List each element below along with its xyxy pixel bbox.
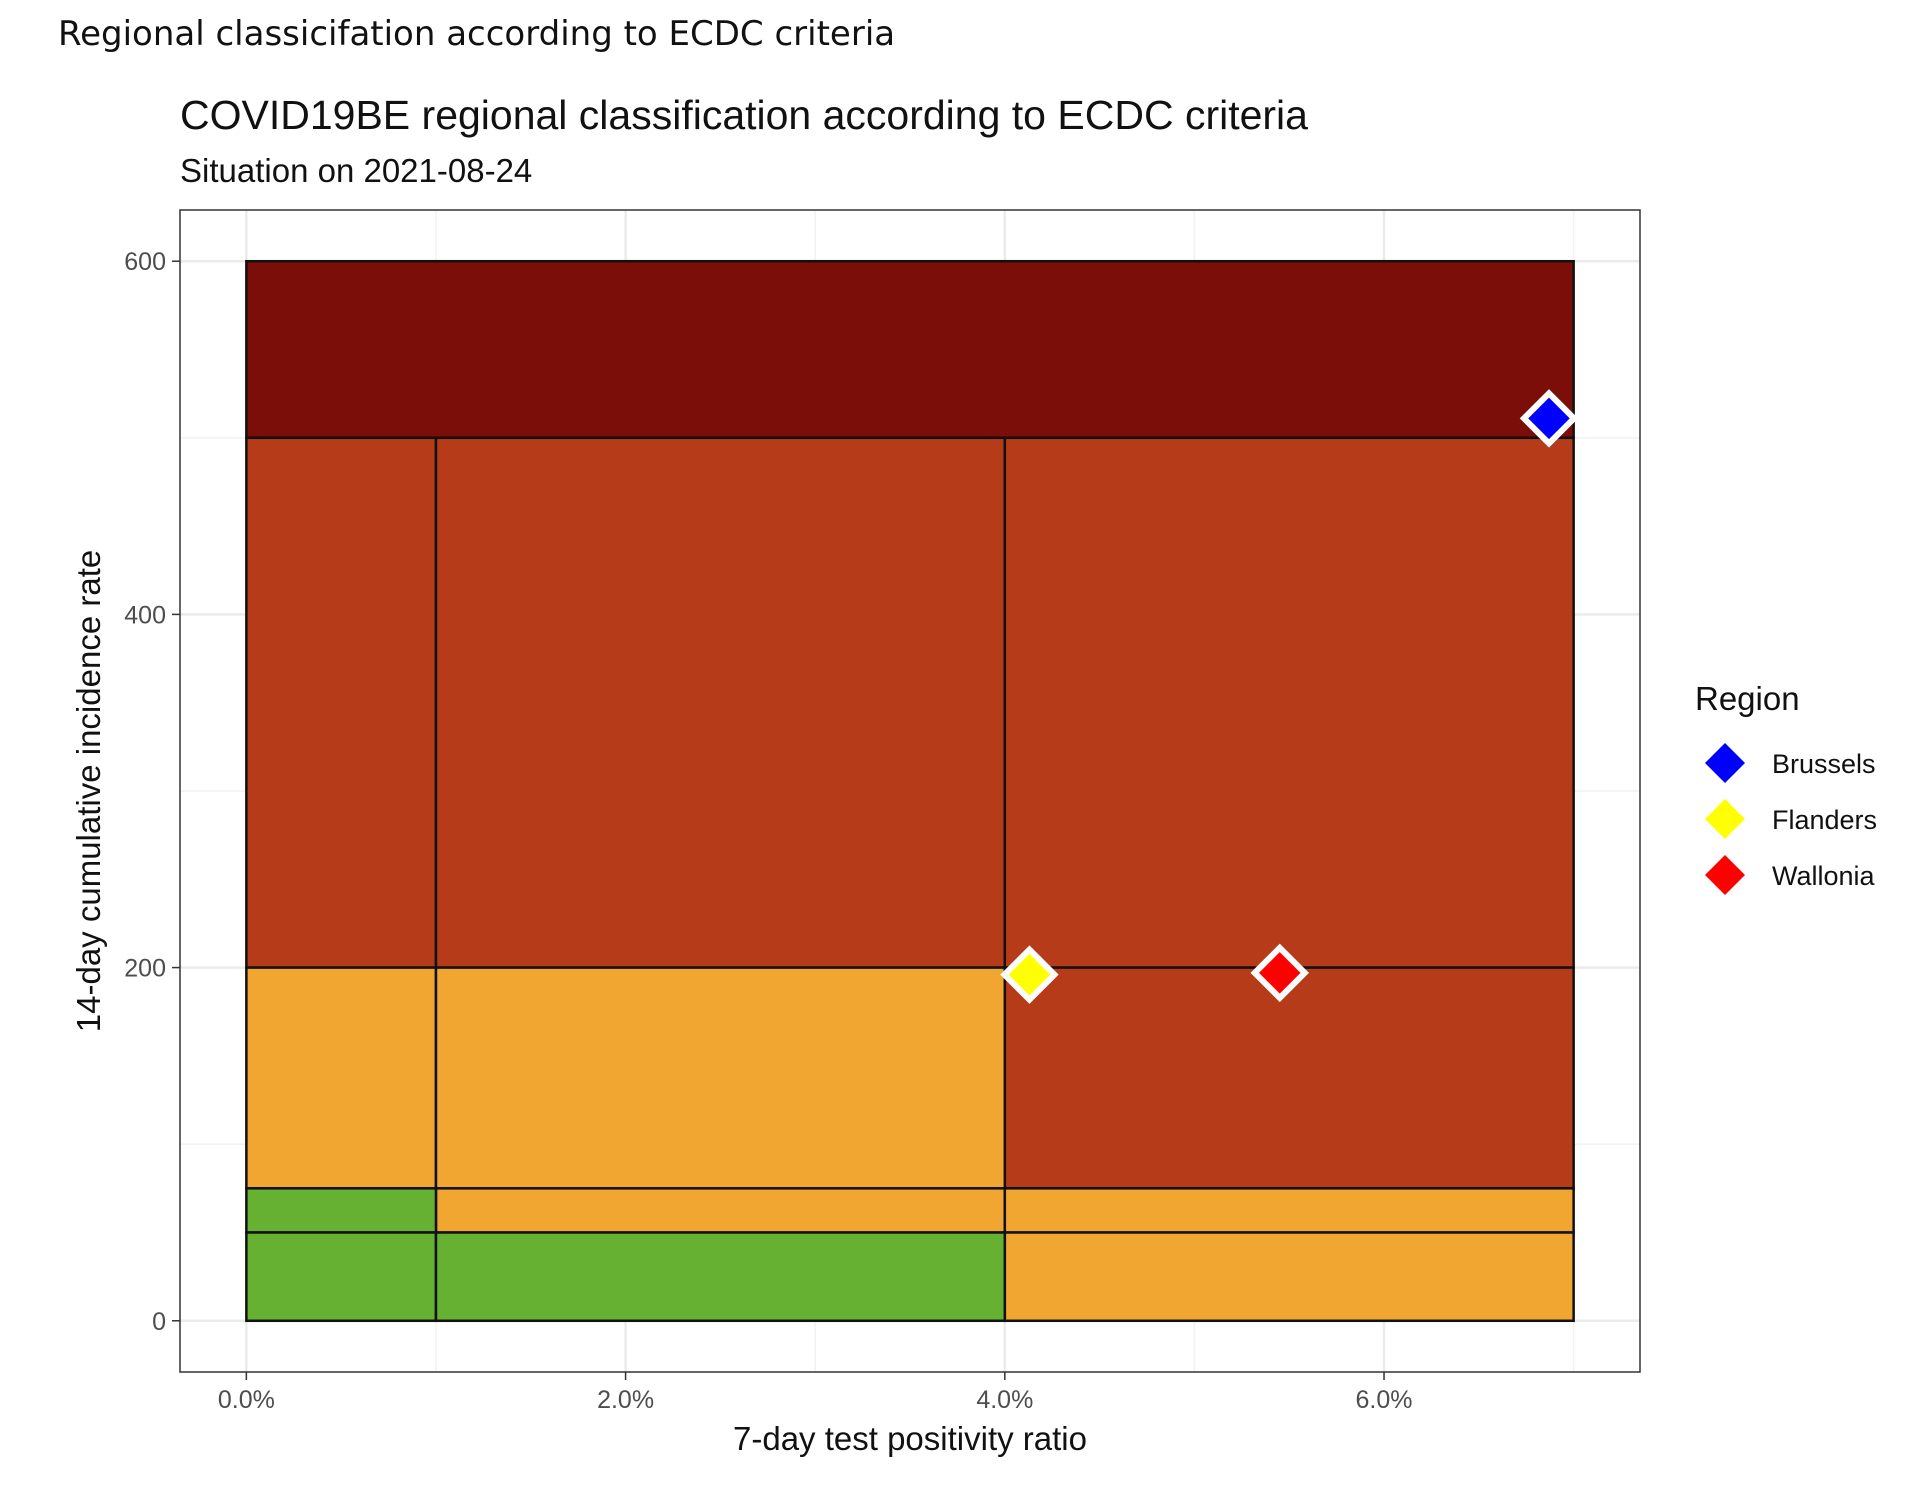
legend-label-flanders: Flanders bbox=[1772, 805, 1877, 835]
x-tick-label: 6.0% bbox=[1356, 1386, 1413, 1414]
zone-rect bbox=[245, 966, 438, 1190]
zone-rect bbox=[434, 1187, 1007, 1234]
chart-subtitle: Situation on 2021-08-24 bbox=[180, 152, 533, 189]
y-axis: 0 200 400 600 bbox=[124, 248, 180, 1336]
legend-key-brussels bbox=[1705, 743, 1745, 783]
legend-label-wallonia: Wallonia bbox=[1772, 861, 1876, 891]
data-point-wallonia bbox=[1250, 943, 1309, 1003]
x-axis-title: 7-day test positivity ratio bbox=[733, 1420, 1087, 1457]
x-tick-label: 4.0% bbox=[976, 1386, 1033, 1414]
zone-rect bbox=[1003, 1231, 1575, 1323]
legend-key-flanders bbox=[1705, 799, 1745, 839]
zone-rect bbox=[1003, 436, 1575, 969]
legend-key-wallonia bbox=[1705, 855, 1745, 895]
data-point-brussels bbox=[1519, 389, 1579, 448]
y-tick-label: 400 bbox=[124, 601, 166, 629]
zone-rect bbox=[434, 1231, 1007, 1323]
y-tick-label: 200 bbox=[124, 955, 166, 983]
zone-rect bbox=[1003, 1187, 1575, 1234]
region-points bbox=[1000, 389, 1579, 1004]
x-tick-label: 2.0% bbox=[597, 1386, 654, 1414]
page-heading: Regional classicifation according to ECD… bbox=[58, 14, 896, 54]
zone-rect bbox=[1003, 966, 1575, 1190]
zone-rect bbox=[434, 436, 1007, 969]
legend-label-brussels: Brussels bbox=[1772, 749, 1876, 779]
data-point-flanders bbox=[1000, 945, 1059, 1004]
y-axis-title: 14-day cumulative incidence rate bbox=[70, 550, 107, 1032]
chart-title: COVID19BE regional classification accord… bbox=[180, 92, 1308, 138]
zone-rect bbox=[245, 1187, 438, 1234]
zone-rect bbox=[245, 436, 438, 969]
y-tick-label: 0 bbox=[152, 1308, 166, 1336]
y-tick-label: 600 bbox=[124, 248, 166, 276]
legend-title: Region bbox=[1695, 680, 1800, 717]
x-tick-label: 0.0% bbox=[218, 1386, 275, 1414]
zone-rect bbox=[245, 259, 1575, 440]
classification-zones bbox=[245, 259, 1575, 1323]
x-axis: 0.0% 2.0% 4.0% 6.0% bbox=[218, 1372, 1413, 1414]
plot-panel-border bbox=[179, 209, 1641, 1373]
zone-rect bbox=[245, 1231, 438, 1323]
legend: Region Brussels Flanders Wallonia bbox=[1695, 680, 1877, 895]
zone-rect bbox=[434, 966, 1007, 1190]
